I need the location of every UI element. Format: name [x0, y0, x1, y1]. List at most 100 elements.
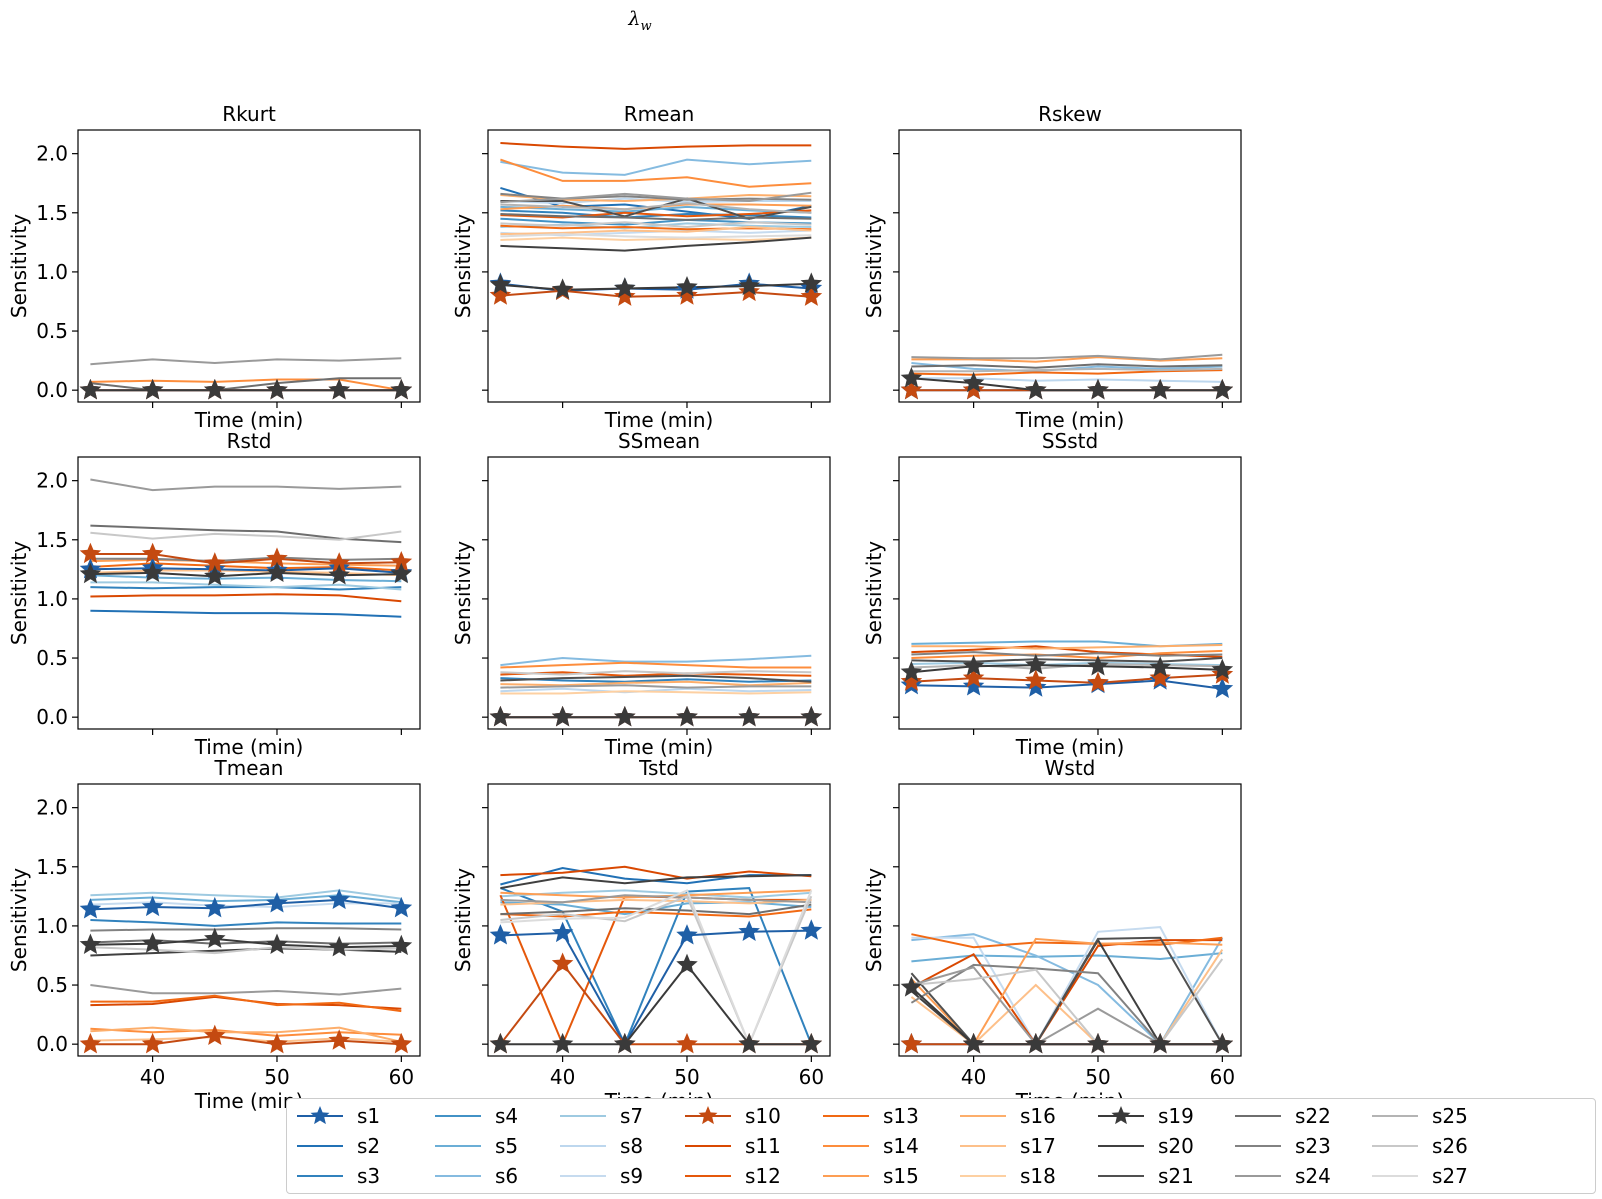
legend-swatch	[435, 1145, 481, 1147]
point-s10	[141, 1032, 164, 1054]
legend-swatch	[435, 1115, 481, 1117]
legend-item-s6: s6	[431, 1161, 518, 1191]
subplot-rskew: Rskew Time (min) Sensitivity	[862, 102, 1242, 432]
plot-area	[911, 640, 1223, 690]
legend-swatch	[1098, 1145, 1144, 1147]
legend-label: s21	[1158, 1164, 1194, 1188]
subplot-title: Tmean	[214, 756, 284, 780]
legend-label: s5	[495, 1134, 519, 1158]
point-s10	[79, 1032, 102, 1054]
subplot-rmean: Rmean Time (min) Sensitivity	[451, 102, 831, 432]
series-line-s1	[500, 929, 812, 1047]
point-s10	[1025, 669, 1047, 690]
x-tick-label: 40	[961, 1065, 986, 1089]
legend-swatch	[297, 1145, 343, 1147]
legend-item-s13: s13	[819, 1101, 919, 1131]
legend-label: s11	[745, 1134, 781, 1158]
series-line-s3	[500, 677, 812, 683]
point-s19	[489, 705, 512, 727]
legend-item-s1: s1	[293, 1101, 380, 1131]
y-tick-label: 0.0	[36, 378, 68, 402]
axes-frame	[898, 783, 1242, 1057]
series-line-s13	[90, 562, 402, 572]
point-s10	[800, 285, 823, 306]
plot-area	[499, 865, 813, 1047]
point-s1	[962, 675, 985, 696]
point-s19	[1087, 1032, 1109, 1054]
legend-swatch	[1372, 1175, 1418, 1177]
figure-suptitle: λw	[600, 8, 680, 34]
x-axis-label: Time (min)	[194, 1089, 304, 1113]
y-axis-label: Sensitivity	[7, 541, 31, 645]
legend-label: s26	[1432, 1134, 1468, 1158]
point-s19	[141, 378, 164, 400]
series-line-s11	[500, 142, 812, 150]
series-line-s22	[911, 363, 1223, 369]
series-line-s21	[911, 657, 1223, 663]
series-line-s16	[911, 644, 1223, 650]
subplot-title: SSstd	[1042, 429, 1098, 453]
series-line-s19	[911, 664, 1223, 674]
point-s19	[266, 933, 288, 954]
series-line-s3	[90, 586, 402, 591]
series-line-s24	[500, 191, 812, 204]
series-line-s14	[90, 378, 402, 392]
point-s1	[204, 896, 226, 918]
y-tick-label: 0.5	[36, 646, 68, 670]
point-s19	[800, 272, 823, 293]
series-line-s16	[500, 680, 812, 687]
plot-area	[500, 142, 812, 298]
series-line-s23	[90, 927, 402, 932]
legend-label: s22	[1295, 1104, 1331, 1128]
y-tick-label: 1.0	[36, 914, 68, 938]
point-s19	[390, 378, 413, 400]
point-s19	[1211, 658, 1234, 680]
point-s10	[489, 284, 512, 305]
legend-swatch	[560, 1145, 606, 1147]
point-s19	[489, 1032, 512, 1054]
plot-area	[500, 654, 812, 719]
y-tick-label: 1.5	[36, 528, 68, 552]
point-s10	[390, 1032, 413, 1054]
point-s10	[328, 1029, 350, 1050]
series-line-s7	[90, 889, 402, 900]
legend-item-s20: s20	[1094, 1131, 1194, 1161]
legend-item-s23: s23	[1231, 1131, 1331, 1161]
series-line-s10	[90, 1034, 402, 1046]
series-line-s7	[90, 581, 402, 591]
plot-area	[910, 926, 1224, 1047]
point-s19	[390, 934, 413, 956]
subplot-rkurt: Rkurt 0.0 0.5 1.0 1.5 2.0 Time (min) Sensitivit…	[7, 102, 421, 432]
point-s19	[551, 705, 574, 727]
series-line-s21	[910, 936, 1224, 1046]
y-tick-label: 2.0	[36, 469, 68, 493]
series-line-s5	[90, 574, 402, 583]
legend-label: s16	[1020, 1104, 1056, 1128]
series-line-s11	[90, 995, 402, 1010]
legend-item-s16: s16	[956, 1101, 1056, 1131]
point-s19	[1087, 378, 1109, 400]
x-axis-label: Time (min)	[194, 735, 304, 759]
series-line-s26	[911, 958, 1224, 1046]
legend-swatch	[1235, 1145, 1281, 1147]
point-s1	[390, 896, 413, 918]
subplot-tmean: Tmean 0.0 0.5 1.0 1.5 2.0 40 50 60 Time (min) Sens…	[7, 756, 421, 1113]
legend-label: s20	[1158, 1134, 1194, 1158]
legend-label: s24	[1295, 1164, 1331, 1188]
point-s19	[328, 564, 350, 585]
legend-label: s23	[1295, 1134, 1331, 1158]
x-tick-label: 60	[1210, 1065, 1235, 1089]
legend-swatch	[685, 1175, 731, 1177]
legend-label: s2	[357, 1134, 381, 1158]
y-axis-label: Sensitivity	[862, 214, 886, 318]
legend-item-s19: s19	[1094, 1101, 1194, 1131]
point-s19	[676, 953, 698, 975]
legend-swatch	[823, 1175, 869, 1177]
point-s19	[79, 562, 102, 584]
x-axis-label: Time (min)	[604, 735, 714, 759]
legend-swatch	[960, 1175, 1006, 1177]
point-s19	[1149, 1032, 1171, 1054]
series-line-s12	[500, 209, 812, 219]
legend-item-s10: s10	[681, 1101, 781, 1131]
